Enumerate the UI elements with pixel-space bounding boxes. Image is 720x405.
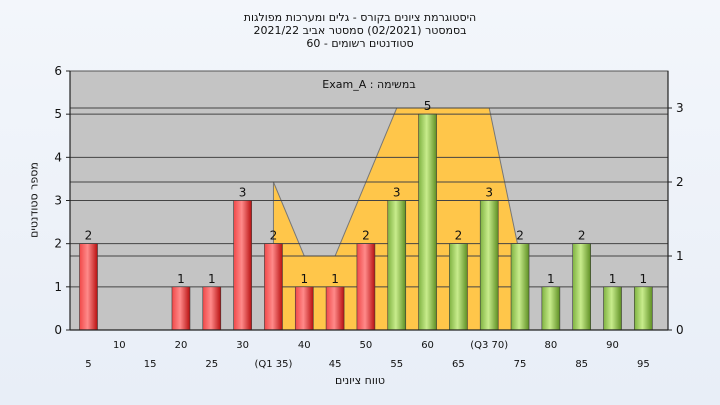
bar[interactable] bbox=[387, 200, 407, 331]
bar[interactable] bbox=[510, 243, 530, 331]
bar-value-label: 5 bbox=[424, 99, 432, 113]
bar[interactable] bbox=[418, 113, 437, 331]
y-tick-label: 6 bbox=[54, 64, 62, 78]
x-axis-label: טווח ציונים bbox=[335, 374, 385, 387]
x-tick-label: 30 bbox=[236, 340, 249, 351]
x-tick-label: 75 bbox=[514, 359, 527, 370]
bar[interactable] bbox=[294, 286, 314, 331]
x-tick-label: 60 bbox=[421, 340, 434, 351]
y2-tick-label: 1 bbox=[676, 249, 684, 263]
bar-value-label: 2 bbox=[270, 229, 278, 243]
bar[interactable] bbox=[449, 243, 468, 331]
bar[interactable] bbox=[202, 286, 222, 331]
bar[interactable] bbox=[325, 286, 345, 331]
bar-value-label: 1 bbox=[208, 272, 216, 286]
x-tick-label: 85 bbox=[575, 359, 588, 370]
bar[interactable] bbox=[541, 286, 561, 331]
bar-value-label: 1 bbox=[177, 272, 185, 286]
bar-value-label: 2 bbox=[516, 229, 524, 243]
bar-value-label: 2 bbox=[362, 229, 370, 243]
x-tick-label: 80 bbox=[544, 340, 557, 351]
x-tick-label: 55 bbox=[390, 359, 403, 370]
bar[interactable] bbox=[264, 243, 283, 331]
x-tick-label: (Q1 35) bbox=[254, 359, 292, 370]
bar[interactable] bbox=[479, 200, 499, 331]
y-tick-label: 0 bbox=[54, 323, 62, 337]
x-tick-label: 65 bbox=[452, 359, 465, 370]
exam-annotation: Exam_A : במשימה bbox=[322, 78, 415, 91]
bar-value-label: 2 bbox=[85, 229, 93, 243]
x-tick-label: 95 bbox=[637, 359, 650, 370]
bar[interactable] bbox=[572, 243, 591, 331]
x-tick-label: (Q3 70) bbox=[470, 340, 508, 351]
y-tick-label: 3 bbox=[54, 194, 62, 208]
bar[interactable] bbox=[356, 243, 376, 331]
x-tick-label: 90 bbox=[606, 340, 619, 351]
x-tick-label: 10 bbox=[113, 340, 126, 351]
bar[interactable] bbox=[603, 286, 622, 331]
bar[interactable] bbox=[79, 243, 98, 331]
y-tick-label: 5 bbox=[54, 107, 62, 121]
bar[interactable] bbox=[171, 286, 191, 331]
x-tick-label: 20 bbox=[175, 340, 188, 351]
x-tick-label: 40 bbox=[298, 340, 311, 351]
chart-title-line-3: סטודנטים רשומים - 60 bbox=[306, 37, 414, 50]
x-tick-label: 5 bbox=[85, 359, 91, 370]
bar[interactable] bbox=[634, 286, 653, 331]
bar-value-label: 3 bbox=[485, 186, 493, 200]
bar-value-label: 1 bbox=[547, 272, 555, 286]
bar-value-label: 1 bbox=[640, 272, 648, 286]
bar-value-label: 2 bbox=[578, 229, 586, 243]
x-tick-label: 50 bbox=[360, 340, 373, 351]
chart-title-line-1: היסטוגרמת ציונים בקורס - גלים ומערכות מפ… bbox=[243, 11, 477, 24]
bar[interactable] bbox=[233, 200, 252, 331]
y-tick-label: 1 bbox=[54, 280, 62, 294]
y2-tick-label: 2 bbox=[676, 175, 684, 189]
x-tick-label: 15 bbox=[144, 359, 157, 370]
chart-title-line-2: בסמסטר (02/2021) סמסטר אביב 2021/22 bbox=[253, 24, 467, 37]
bar-value-label: 1 bbox=[609, 272, 617, 286]
y-tick-label: 4 bbox=[54, 150, 62, 164]
bar-value-label: 1 bbox=[331, 272, 339, 286]
y-tick-label: 2 bbox=[54, 237, 62, 251]
bar-value-label: 1 bbox=[300, 272, 308, 286]
y2-tick-label: 3 bbox=[676, 101, 684, 115]
x-tick-label: 25 bbox=[205, 359, 218, 370]
bar-value-label: 2 bbox=[455, 229, 463, 243]
x-tick-label: 45 bbox=[329, 359, 342, 370]
y2-tick-label: 0 bbox=[676, 323, 684, 337]
bar-value-label: 3 bbox=[393, 186, 401, 200]
bar-value-label: 3 bbox=[239, 186, 247, 200]
